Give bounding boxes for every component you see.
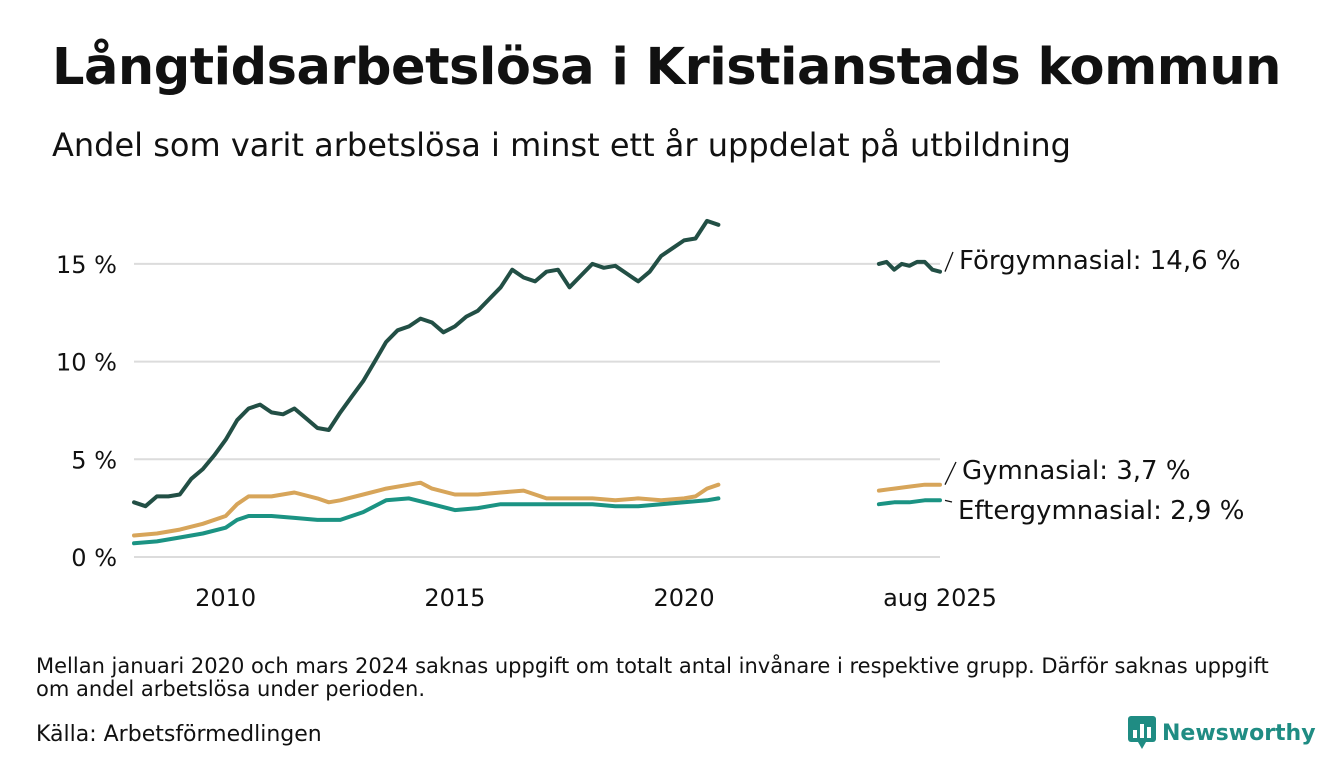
series-line-eftergymnasial xyxy=(876,498,942,507)
series-line-förgymnasial xyxy=(876,259,942,274)
leader-line xyxy=(944,499,953,503)
leader-line xyxy=(944,461,957,485)
x-tick-label: aug 2025 xyxy=(883,584,997,612)
y-tick-label: 0 % xyxy=(71,544,117,572)
series-line-gymnasial xyxy=(132,480,721,538)
footnote: Mellan januari 2020 och mars 2024 saknas… xyxy=(36,654,1269,701)
y-tick-label: 15 % xyxy=(56,251,117,279)
chart-title: Långtidsarbetslösa i Kristianstads kommu… xyxy=(52,38,1281,97)
line-chart: 0 % 5 % 10 % 15 % 2010 2015 2020 aug 2025 Förgym… xyxy=(56,218,1244,612)
series-line-förgymnasial xyxy=(132,218,721,509)
chart-subtitle: Andel som varit arbetslösa i minst ett å… xyxy=(52,126,1071,164)
newsworthy-logo-icon xyxy=(1128,716,1156,749)
series-line-gymnasial xyxy=(876,482,942,493)
series-end-label: Förgymnasial: 14,6 % xyxy=(959,246,1241,276)
y-tick-label: 10 % xyxy=(56,349,117,377)
series-line-eftergymnasial xyxy=(132,496,721,546)
x-tick-label: 2010 xyxy=(195,584,256,612)
series-end-label: Eftergymnasial: 2,9 % xyxy=(958,496,1244,526)
x-tick-label: 2015 xyxy=(424,584,485,612)
x-tick-label: 2020 xyxy=(654,584,715,612)
brand-logo[interactable]: Newsworthy xyxy=(1128,716,1316,750)
y-tick-label: 5 % xyxy=(71,446,117,474)
leader-line xyxy=(944,251,954,272)
brand-name: Newsworthy xyxy=(1162,720,1316,746)
source-text: Källa: Arbetsförmedlingen xyxy=(36,722,322,747)
series-end-label: Gymnasial: 3,7 % xyxy=(962,456,1191,486)
